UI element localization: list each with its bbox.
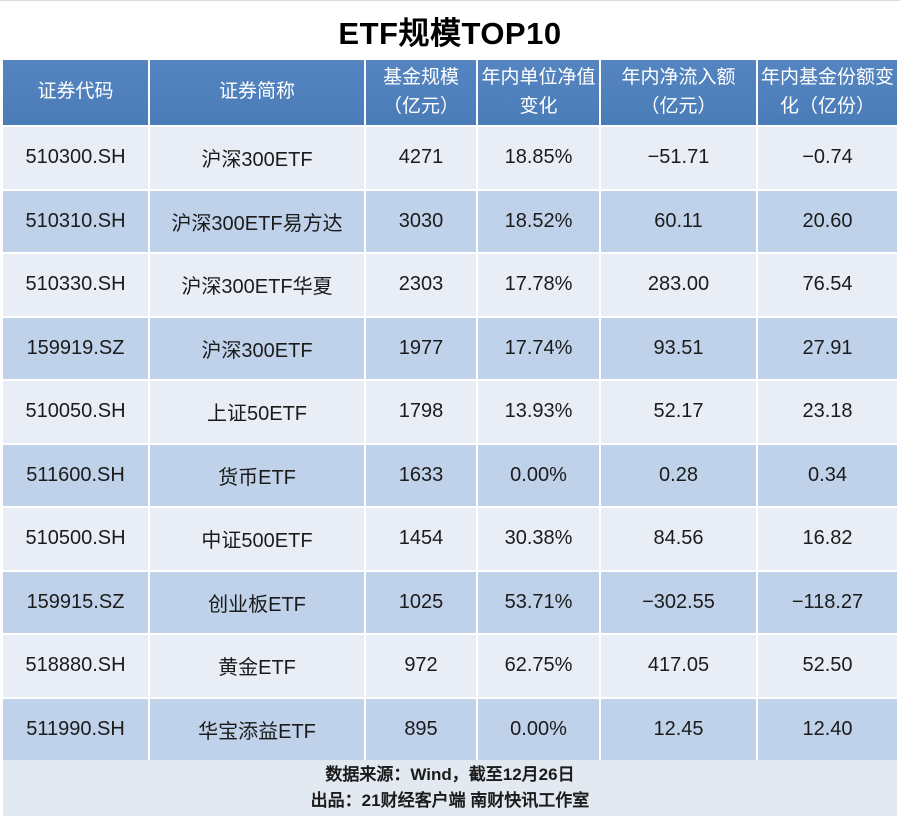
cell-name: 创业板ETF	[150, 571, 364, 633]
cell-nav-change: 18.52%	[478, 190, 599, 252]
cell-net-inflow: 52.17	[601, 381, 756, 443]
cell-code: 511600.SH	[3, 444, 148, 506]
table-row: 159915.SZ 创业板ETF 1025 53.71% −302.55 −11…	[3, 571, 897, 633]
cell-name: 沪深300ETF华夏	[150, 254, 364, 316]
cell-nav-change: 13.93%	[478, 381, 599, 443]
cell-share-change: 16.82	[758, 508, 897, 570]
cell-net-inflow: 84.56	[601, 508, 756, 570]
cell-name: 中证500ETF	[150, 508, 364, 570]
cell-scale: 1454	[366, 508, 476, 570]
cell-code: 159915.SZ	[3, 571, 148, 633]
cell-scale: 4271	[366, 127, 476, 189]
cell-code: 510500.SH	[3, 508, 148, 570]
table-row: 511990.SH 华宝添益ETF 895 0.00% 12.45 12.40	[3, 698, 897, 760]
cell-net-inflow: 283.00	[601, 254, 756, 316]
cell-share-change: 20.60	[758, 190, 897, 252]
column-header-share-change: 年内基金份额变 化（亿份）	[758, 60, 897, 125]
cell-scale: 2303	[366, 254, 476, 316]
table-row: 510500.SH 中证500ETF 1454 30.38% 84.56 16.…	[3, 508, 897, 570]
cell-nav-change: 0.00%	[478, 444, 599, 506]
cell-scale: 1633	[366, 444, 476, 506]
cell-code: 159919.SZ	[3, 317, 148, 379]
cell-share-change: 76.54	[758, 254, 897, 316]
column-header-scale: 基金规模 （亿元）	[366, 60, 476, 125]
cell-share-change: −0.74	[758, 127, 897, 189]
etf-table: 证券代码 证券简称 基金规模 （亿元） 年内单位净值 变化 年内净流入额 （亿元…	[0, 60, 900, 760]
cell-code: 510330.SH	[3, 254, 148, 316]
cell-nav-change: 0.00%	[478, 698, 599, 760]
cell-scale: 972	[366, 635, 476, 697]
column-header-code: 证券代码	[3, 60, 148, 125]
cell-code: 511990.SH	[3, 698, 148, 760]
cell-net-inflow: 0.28	[601, 444, 756, 506]
cell-name: 上证50ETF	[150, 381, 364, 443]
cell-share-change: 27.91	[758, 317, 897, 379]
cell-name: 黄金ETF	[150, 635, 364, 697]
cell-nav-change: 53.71%	[478, 571, 599, 633]
table-row: 510050.SH 上证50ETF 1798 13.93% 52.17 23.1…	[3, 381, 897, 443]
cell-share-change: 52.50	[758, 635, 897, 697]
cell-scale: 1025	[366, 571, 476, 633]
cell-nav-change: 30.38%	[478, 508, 599, 570]
cell-scale: 895	[366, 698, 476, 760]
cell-share-change: 12.40	[758, 698, 897, 760]
cell-name: 华宝添益ETF	[150, 698, 364, 760]
cell-code: 510050.SH	[3, 381, 148, 443]
cell-nav-change: 17.74%	[478, 317, 599, 379]
table-row: 510330.SH 沪深300ETF华夏 2303 17.78% 283.00 …	[3, 254, 897, 316]
data-source-line: 数据来源：Wind，截至12月26日	[325, 765, 575, 785]
column-header-name: 证券简称	[150, 60, 364, 125]
cell-scale: 1977	[366, 317, 476, 379]
table-row: 510300.SH 沪深300ETF 4271 18.85% −51.71 −0…	[3, 127, 897, 189]
table-row: 518880.SH 黄金ETF 972 62.75% 417.05 52.50	[3, 635, 897, 697]
cell-name: 沪深300ETF	[150, 127, 364, 189]
cell-code: 510310.SH	[3, 190, 148, 252]
cell-net-inflow: 12.45	[601, 698, 756, 760]
source-note: 数据来源：Wind，截至12月26日 出品：21财经客户端 南财快讯工作室	[3, 760, 897, 816]
cell-nav-change: 18.85%	[478, 127, 599, 189]
cell-name: 沪深300ETF易方达	[150, 190, 364, 252]
table-row: 159919.SZ 沪深300ETF 1977 17.74% 93.51 27.…	[3, 317, 897, 379]
column-header-net-inflow: 年内净流入额 （亿元）	[601, 60, 756, 125]
table-row: 511600.SH 货币ETF 1633 0.00% 0.28 0.34	[3, 444, 897, 506]
cell-nav-change: 17.78%	[478, 254, 599, 316]
cell-share-change: 0.34	[758, 444, 897, 506]
table-row: 510310.SH 沪深300ETF易方达 3030 18.52% 60.11 …	[3, 190, 897, 252]
cell-share-change: 23.18	[758, 381, 897, 443]
cell-share-change: −118.27	[758, 571, 897, 633]
table-header-row: 证券代码 证券简称 基金规模 （亿元） 年内单位净值 变化 年内净流入额 （亿元…	[3, 60, 897, 125]
cell-code: 518880.SH	[3, 635, 148, 697]
producer-line: 出品：21财经客户端 南财快讯工作室	[310, 790, 590, 810]
page-title: ETF规模TOP10	[338, 16, 562, 51]
cell-nav-change: 62.75%	[478, 635, 599, 697]
cell-net-inflow: −302.55	[601, 571, 756, 633]
cell-name: 沪深300ETF	[150, 317, 364, 379]
cell-name: 货币ETF	[150, 444, 364, 506]
cell-scale: 3030	[366, 190, 476, 252]
cell-net-inflow: 417.05	[601, 635, 756, 697]
cell-net-inflow: 93.51	[601, 317, 756, 379]
column-header-nav-change: 年内单位净值 变化	[478, 60, 599, 125]
cell-scale: 1798	[366, 381, 476, 443]
cell-net-inflow: 60.11	[601, 190, 756, 252]
cell-net-inflow: −51.71	[601, 127, 756, 189]
cell-code: 510300.SH	[3, 127, 148, 189]
